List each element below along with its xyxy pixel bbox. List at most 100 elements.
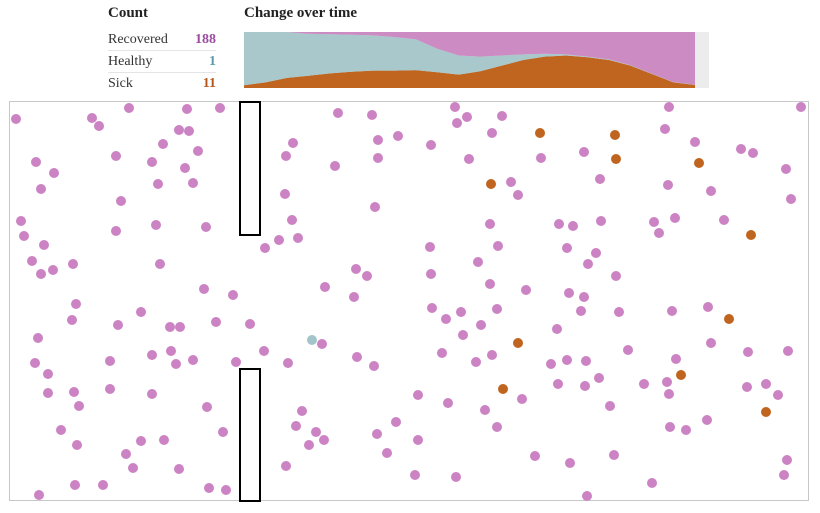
person-recovered [473,257,483,267]
person-sick [498,384,508,394]
person-recovered [452,118,462,128]
person-recovered [393,131,403,141]
person-recovered [72,440,82,450]
sick-label: Sick [108,76,133,91]
person-recovered [304,440,314,450]
person-recovered [690,137,700,147]
person-recovered [87,113,97,123]
person-recovered [175,322,185,332]
person-recovered [517,394,527,404]
person-recovered [111,226,121,236]
person-recovered [497,111,507,121]
person-recovered [36,184,46,194]
wall-bottom [239,368,261,502]
person-recovered [105,384,115,394]
person-recovered [506,177,516,187]
person-recovered [595,174,605,184]
person-recovered [660,124,670,134]
count-table: Recovered 188 Healthy 1 Sick 11 [108,29,216,94]
person-recovered [605,401,615,411]
person-recovered [579,147,589,157]
person-sick [724,314,734,324]
person-recovered [719,215,729,225]
person-recovered [184,126,194,136]
person-recovered [458,330,468,340]
stream-area-recovered [244,32,695,85]
person-recovered [165,322,175,332]
person-recovered [662,377,672,387]
person-recovered [485,219,495,229]
person-recovered [159,435,169,445]
person-recovered [71,299,81,309]
person-recovered [67,315,77,325]
person-recovered [782,455,792,465]
person-recovered [16,216,26,226]
change-over-time-streamgraph [244,32,709,88]
person-recovered [43,369,53,379]
person-recovered [783,346,793,356]
person-recovered [665,422,675,432]
person-recovered [111,151,121,161]
person-recovered [480,405,490,415]
person-recovered [426,140,436,150]
person-recovered [596,216,606,226]
person-recovered [425,242,435,252]
person-recovered [70,480,80,490]
person-recovered [471,357,481,367]
recovered-count: 188 [195,32,216,47]
person-recovered [218,427,228,437]
person-recovered [492,304,502,314]
healthy-count: 1 [209,54,216,69]
person-recovered [536,153,546,163]
person-recovered [128,463,138,473]
person-recovered [293,233,303,243]
person-recovered [349,292,359,302]
person-recovered [681,425,691,435]
person-recovered [702,415,712,425]
person-recovered [202,402,212,412]
person-recovered [369,361,379,371]
person-recovered [311,427,321,437]
person-recovered [105,356,115,366]
person-recovered [180,163,190,173]
person-recovered [426,269,436,279]
person-recovered [116,196,126,206]
person-recovered [623,345,633,355]
person-recovered [68,259,78,269]
person-recovered [367,110,377,120]
person-recovered [773,390,783,400]
change-over-time-heading: Change over time [244,5,358,21]
person-recovered [69,387,79,397]
person-recovered [579,292,589,302]
person-recovered [171,359,181,369]
person-recovered [319,435,329,445]
person-recovered [649,217,659,227]
person-recovered [121,449,131,459]
person-recovered [27,256,37,266]
person-recovered [211,317,221,327]
person-recovered [39,240,49,250]
person-recovered [274,235,284,245]
person-recovered [609,450,619,460]
recovered-label: Recovered [108,32,168,47]
person-recovered [462,112,472,122]
person-recovered [456,307,466,317]
person-recovered [565,458,575,468]
stream-area-sick [244,55,695,88]
person-recovered [594,373,604,383]
person-recovered [706,186,716,196]
person-recovered [158,139,168,149]
person-recovered [188,355,198,365]
person-recovered [703,302,713,312]
person-recovered [98,480,108,490]
person-recovered [476,320,486,330]
person-recovered [36,269,46,279]
person-recovered [147,350,157,360]
person-healthy [307,335,317,345]
person-recovered [124,103,134,113]
person-recovered [259,346,269,356]
person-recovered [215,103,225,113]
person-recovered [591,248,601,258]
count-row-healthy: Healthy 1 [108,51,216,73]
person-recovered [581,356,591,366]
